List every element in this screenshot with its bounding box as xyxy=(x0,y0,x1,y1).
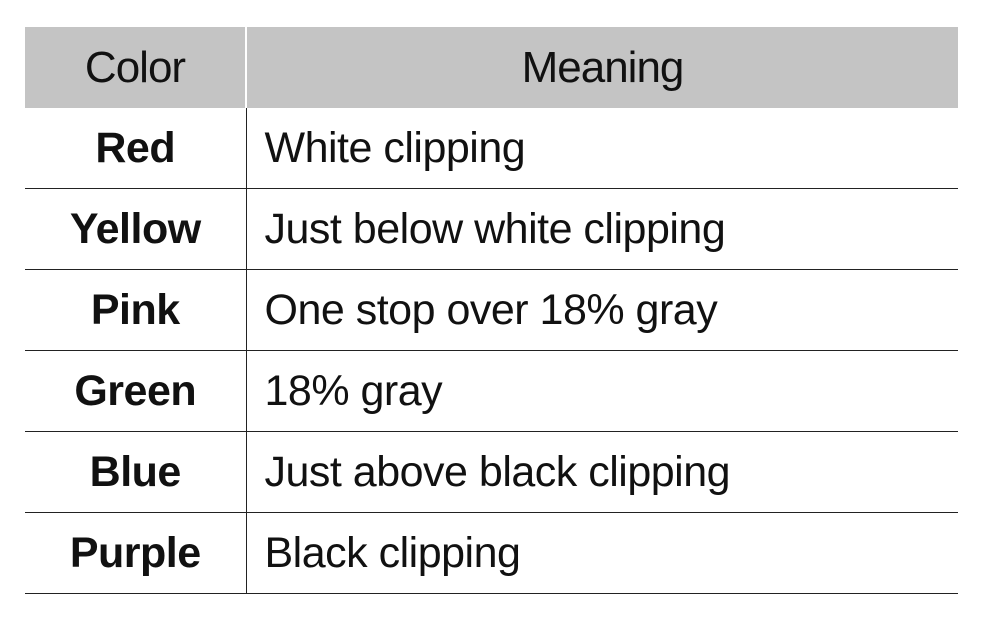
row-color: Pink xyxy=(25,269,247,351)
row-color: Green xyxy=(25,350,247,432)
row-color: Red xyxy=(25,108,247,189)
table-row: Pink One stop over 18% gray xyxy=(25,269,958,351)
row-color: Purple xyxy=(25,512,247,594)
header-meaning: Meaning xyxy=(246,27,958,108)
table-header: Color Meaning xyxy=(25,27,958,108)
row-color: Blue xyxy=(25,431,247,513)
table-row: Yellow Just below white clipping xyxy=(25,188,958,270)
table-row: Blue Just above black clipping xyxy=(25,431,958,513)
table-row: Green 18% gray xyxy=(25,350,958,432)
color-meaning-table-container: Color Meaning Red White clipping Yellow … xyxy=(25,27,958,594)
color-meaning-table: Color Meaning Red White clipping Yellow … xyxy=(25,27,958,594)
row-meaning: Just below white clipping xyxy=(246,188,958,270)
row-meaning: One stop over 18% gray xyxy=(246,269,958,351)
row-meaning: 18% gray xyxy=(246,350,958,432)
row-meaning: Black clipping xyxy=(246,512,958,594)
table-body: Red White clipping Yellow Just below whi… xyxy=(25,108,958,594)
row-meaning: White clipping xyxy=(246,108,958,189)
header-row: Color Meaning xyxy=(25,27,958,108)
header-color: Color xyxy=(25,27,247,108)
row-meaning: Just above black clipping xyxy=(246,431,958,513)
table-row: Purple Black clipping xyxy=(25,512,958,594)
row-color: Yellow xyxy=(25,188,247,270)
table-row: Red White clipping xyxy=(25,108,958,189)
